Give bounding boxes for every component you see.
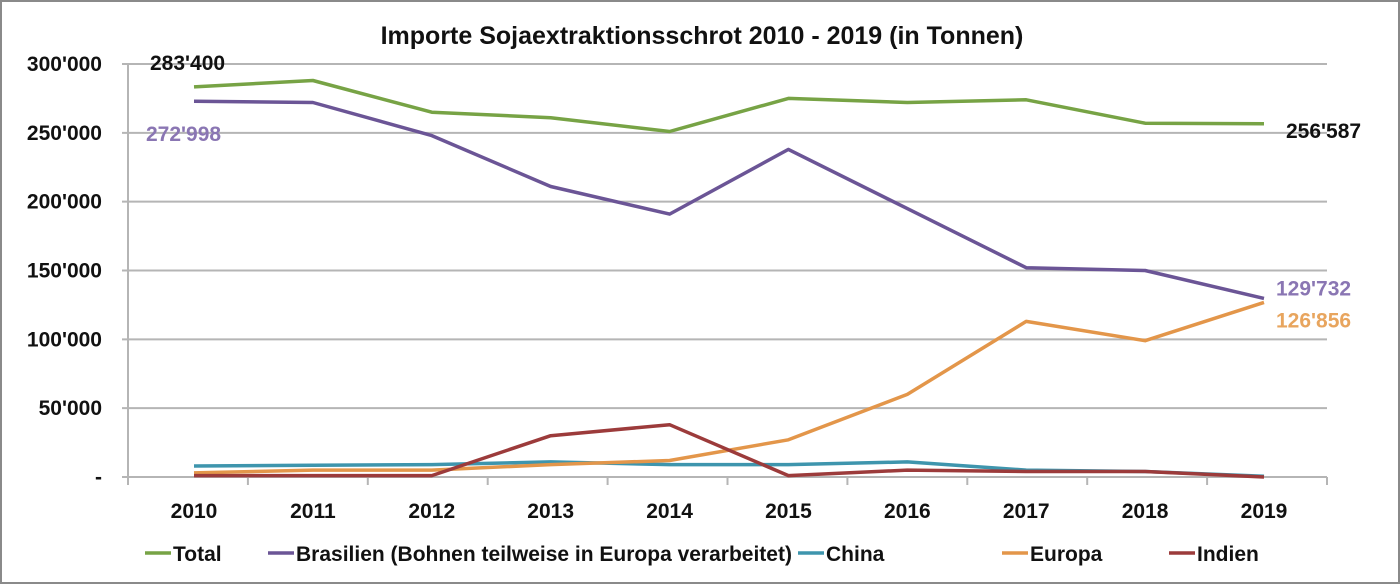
- legend-item-indien: Indien: [1169, 543, 1259, 566]
- x-tick-label: 2019: [1241, 500, 1288, 523]
- legend-item-total: Total: [145, 543, 222, 566]
- legend-label: Indien: [1197, 543, 1259, 566]
- gridlines: [122, 63, 1327, 410]
- x-tick-label: 2018: [1122, 500, 1169, 523]
- data-label: 129'732: [1276, 277, 1351, 300]
- legend: Total Brasilien (Bohnen teilweise in Euro…: [145, 543, 1259, 566]
- series-line-indien: [194, 422, 1265, 479]
- legend-item-brasilien: Brasilien (Bohnen teilweise in Europa ve…: [268, 543, 792, 566]
- x-tick-label: 2014: [646, 500, 693, 523]
- data-label: 283'400: [150, 52, 225, 75]
- y-tick-label: 300'000: [27, 53, 102, 76]
- legend-label: Total: [173, 543, 222, 566]
- y-tick-label: 150'000: [27, 260, 102, 283]
- x-tick-label: 2010: [171, 500, 218, 523]
- x-tick-label: 2017: [1003, 500, 1050, 523]
- series-line-europa: [193, 300, 1265, 475]
- y-axis-ticks: - 50'000 100'000 150'000 200'000 250'000 300'0…: [27, 53, 102, 489]
- data-annotations: 283'400 272'998 256'587 129'732 126'856: [146, 52, 1361, 333]
- legend-item-china: China: [798, 543, 885, 566]
- data-label: 272'998: [146, 123, 221, 146]
- legend-item-europa: Europa: [1002, 543, 1103, 566]
- x-tick-label: 2016: [884, 500, 931, 523]
- y-tick-label: -: [95, 466, 102, 489]
- chart-title: Importe Sojaextraktionsschrot 2010 - 201…: [381, 22, 1024, 50]
- data-label: 256'587: [1286, 120, 1361, 143]
- x-tick-label: 2012: [408, 500, 455, 523]
- x-tick-label: 2013: [527, 500, 574, 523]
- series-line-brasilien: [193, 99, 1265, 301]
- y-tick-label: 200'000: [27, 191, 102, 214]
- data-label: 126'856: [1276, 309, 1351, 332]
- series-line-total: [193, 78, 1265, 134]
- y-tick-label: 250'000: [27, 122, 102, 145]
- axes: [122, 64, 1328, 485]
- x-tick-label: 2015: [765, 500, 812, 523]
- legend-label: Brasilien (Bohnen teilweise in Europa ve…: [296, 543, 792, 566]
- legend-label: Europa: [1030, 543, 1103, 566]
- x-axis-ticks: 2010 2011 2012 2013 2014 2015 2016 2017 2018 2019: [171, 500, 1288, 523]
- x-tick-label: 2011: [290, 500, 336, 523]
- legend-label: China: [826, 543, 885, 566]
- series-lines: [193, 78, 1265, 479]
- y-tick-label: 100'000: [27, 328, 102, 351]
- y-tick-label: 50'000: [39, 397, 102, 420]
